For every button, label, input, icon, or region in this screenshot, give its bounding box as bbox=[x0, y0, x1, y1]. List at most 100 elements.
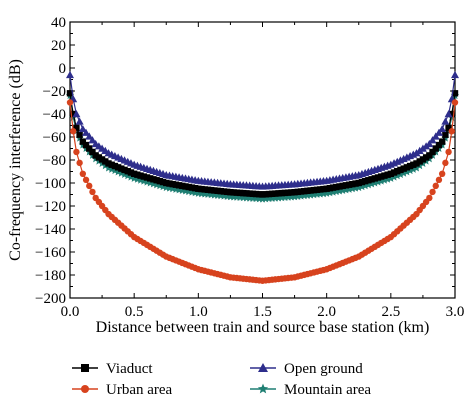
data-point bbox=[163, 179, 170, 187]
legend-label: Urban area bbox=[106, 382, 173, 398]
data-point bbox=[415, 161, 424, 170]
data-point bbox=[444, 110, 453, 118]
data-point bbox=[451, 70, 459, 79]
legend-label: Viaduct bbox=[106, 361, 153, 377]
data-point bbox=[445, 124, 452, 131]
data-point bbox=[410, 161, 417, 168]
y-axis-title: Co-frequency interference (dB) bbox=[7, 59, 24, 261]
data-point bbox=[416, 158, 423, 165]
y-tick-label: −180 bbox=[35, 268, 66, 284]
data-point bbox=[389, 172, 399, 181]
data-point bbox=[419, 156, 427, 163]
data-point bbox=[406, 162, 414, 170]
data-point bbox=[412, 163, 421, 172]
legend-item-viaduct: Viaduct bbox=[72, 361, 153, 377]
data-point bbox=[294, 188, 301, 196]
data-point bbox=[153, 177, 160, 184]
data-point bbox=[278, 189, 285, 197]
data-point bbox=[361, 177, 369, 185]
x-tick-label: 0.0 bbox=[61, 304, 80, 320]
data-point bbox=[393, 171, 402, 180]
data-point bbox=[86, 182, 93, 190]
y-tick-label: −120 bbox=[35, 199, 66, 215]
legend-item-open-ground: Open ground bbox=[250, 361, 363, 377]
data-point bbox=[259, 191, 266, 198]
data-point bbox=[399, 168, 408, 177]
data-point bbox=[195, 185, 202, 192]
x-tick-label: 2.5 bbox=[381, 304, 400, 320]
data-point bbox=[127, 169, 135, 176]
data-point bbox=[431, 132, 440, 140]
data-point bbox=[246, 190, 253, 197]
data-point bbox=[349, 180, 356, 188]
data-point bbox=[418, 159, 428, 167]
data-point bbox=[207, 186, 215, 194]
data-point bbox=[230, 189, 237, 196]
data-point bbox=[434, 128, 443, 136]
data-point bbox=[159, 178, 167, 186]
data-point bbox=[107, 165, 116, 173]
data-point bbox=[432, 182, 439, 190]
data-point bbox=[339, 182, 346, 190]
data-point bbox=[108, 161, 115, 168]
data-point bbox=[79, 138, 87, 145]
data-point bbox=[403, 164, 411, 171]
data-point bbox=[275, 190, 282, 197]
data-point bbox=[166, 180, 173, 187]
data-point bbox=[352, 180, 359, 187]
data-point bbox=[169, 180, 176, 188]
data-point bbox=[422, 154, 430, 161]
data-point bbox=[95, 154, 103, 161]
data-point bbox=[75, 117, 84, 125]
data-point bbox=[121, 166, 128, 174]
data-point bbox=[272, 190, 279, 197]
data-point bbox=[329, 184, 337, 191]
data-point bbox=[426, 152, 433, 159]
data-point bbox=[413, 160, 420, 167]
y-tick-label: 0 bbox=[59, 61, 67, 77]
data-point bbox=[284, 189, 292, 196]
data-point bbox=[179, 182, 186, 190]
data-point bbox=[182, 183, 189, 190]
data-point bbox=[291, 189, 298, 196]
data-point bbox=[336, 183, 343, 190]
data-point bbox=[396, 170, 405, 179]
data-point bbox=[355, 179, 362, 187]
data-point bbox=[82, 128, 91, 136]
data-point bbox=[442, 131, 449, 138]
data-point bbox=[224, 188, 231, 196]
data-point bbox=[82, 176, 90, 184]
data-point bbox=[400, 165, 407, 172]
y-tick-label: −160 bbox=[35, 245, 66, 261]
data-point bbox=[233, 189, 241, 196]
data-point bbox=[249, 190, 257, 198]
data-point bbox=[371, 175, 378, 182]
data-point bbox=[76, 159, 83, 167]
data-point bbox=[98, 156, 106, 163]
data-point bbox=[82, 141, 90, 149]
data-point bbox=[268, 190, 276, 198]
data-point bbox=[134, 171, 141, 178]
data-point bbox=[150, 176, 157, 183]
x-tick-label: 3.0 bbox=[446, 304, 465, 320]
data-point bbox=[66, 99, 74, 106]
data-point bbox=[441, 117, 450, 125]
data-point bbox=[333, 183, 340, 191]
series-layer bbox=[65, 70, 460, 284]
legend-marker bbox=[257, 383, 269, 394]
data-point bbox=[72, 110, 81, 118]
x-tick-label: 0.5 bbox=[125, 304, 144, 320]
data-point bbox=[445, 148, 452, 156]
data-point bbox=[79, 170, 87, 177]
data-point bbox=[143, 174, 151, 181]
data-point bbox=[211, 187, 218, 194]
data-point bbox=[374, 174, 382, 181]
data-point bbox=[227, 189, 234, 196]
data-point bbox=[402, 167, 411, 176]
data-point bbox=[114, 164, 122, 171]
data-point bbox=[66, 90, 74, 97]
data-point bbox=[156, 177, 164, 185]
data-point bbox=[448, 128, 455, 135]
y-tick-label: −60 bbox=[43, 130, 66, 146]
